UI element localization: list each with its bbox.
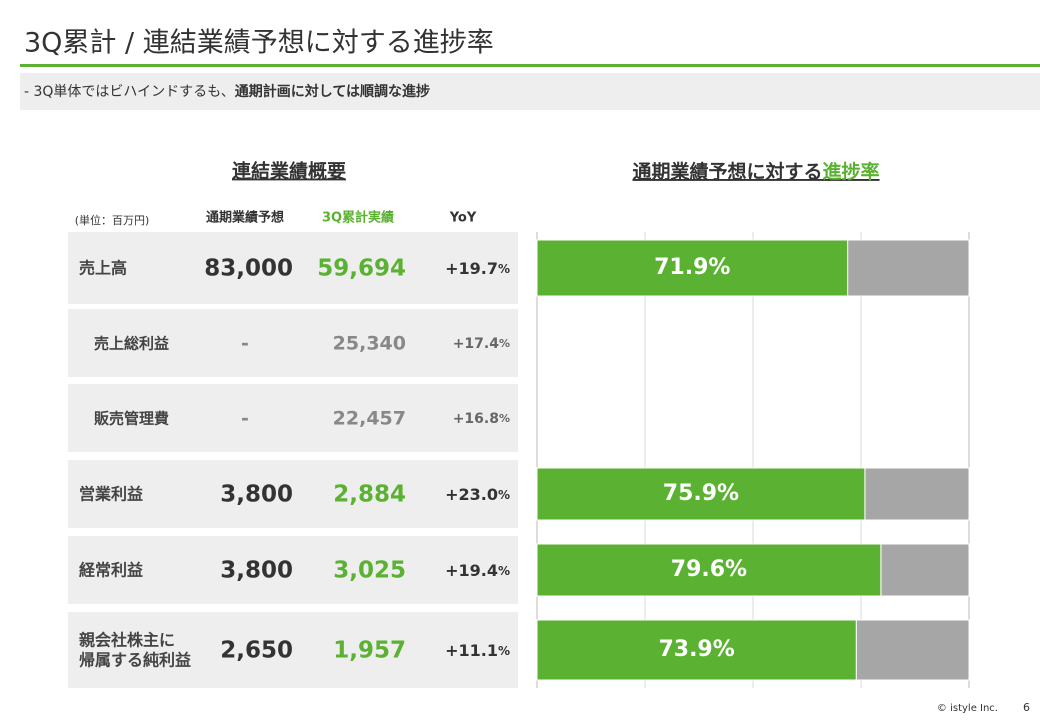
row-label: 販売管理費 — [94, 410, 169, 428]
column-header: 通期業績予想 — [206, 210, 284, 226]
subtitle: - 3Q単体ではビハインドするも、通期計画に対しては順調な進捗 — [24, 83, 430, 100]
forecast-value: 3,800 — [220, 558, 293, 584]
value-label: 75.9% — [663, 481, 739, 506]
row-background — [68, 309, 518, 377]
actual-value: 1,957 — [333, 638, 406, 664]
row-label: 営業利益 — [79, 485, 143, 504]
chart-title-prefix: 通期業績予想に対する — [632, 160, 822, 183]
table-title: 連結業績概要 — [232, 160, 346, 183]
row-label: 親会社株主に — [79, 631, 175, 650]
row-label: 売上総利益 — [94, 335, 169, 353]
forecast-value: 83,000 — [204, 256, 293, 282]
forecast-value: 3,800 — [220, 482, 293, 508]
yoy-value: +17.4% — [453, 336, 510, 352]
column-header: 3Q累計実績 — [322, 210, 394, 226]
yoy-value: +16.8% — [453, 411, 510, 427]
value-label: 79.6% — [671, 557, 747, 582]
yoy-value: +19.7% — [445, 259, 510, 278]
actual-value: 2,884 — [333, 482, 406, 508]
row-label: 売上高 — [79, 259, 127, 278]
row-label: 帰属する純利益 — [79, 651, 191, 670]
chart-title-highlight: 進捗率 — [823, 160, 880, 183]
page-number: 6 — [1023, 701, 1030, 714]
column-header: YoY — [449, 211, 477, 226]
subtitle-bold: 通期計画に対しては順調な進捗 — [235, 83, 430, 100]
subtitle-prefix: - 3Q単体ではビハインドするも、 — [24, 84, 235, 100]
bar — [536, 239, 849, 297]
forecast-value: - — [241, 333, 249, 355]
row-background — [68, 232, 518, 304]
yoy-value: +11.1% — [445, 641, 510, 660]
value-label: 73.9% — [658, 637, 734, 662]
value-label: 71.9% — [654, 255, 730, 280]
actual-value: 3,025 — [333, 558, 406, 584]
row-background — [68, 612, 518, 688]
row-background — [68, 384, 518, 452]
actual-value: 22,457 — [333, 408, 406, 430]
title-rule — [20, 64, 1040, 67]
forecast-value: - — [241, 408, 249, 430]
remaining-bar — [847, 239, 970, 297]
copyright: © istyle Inc. — [937, 703, 998, 714]
forecast-value: 2,650 — [220, 638, 293, 664]
bar — [536, 467, 866, 521]
actual-value: 25,340 — [333, 333, 406, 355]
bar — [536, 543, 882, 597]
yoy-value: +23.0% — [445, 485, 510, 504]
remaining-bar — [855, 619, 970, 681]
unit-label: (単位：百万円) — [75, 213, 150, 227]
bar — [536, 619, 857, 681]
subtitle-band — [20, 73, 1040, 110]
yoy-value: +19.4% — [445, 561, 510, 580]
remaining-bar — [880, 543, 970, 597]
slide-title: 3Q累計 / 連結業績予想に対する進捗率 — [24, 28, 494, 59]
row-background — [68, 536, 518, 604]
remaining-bar — [864, 467, 970, 521]
row-label: 経常利益 — [79, 561, 143, 580]
actual-value: 59,694 — [317, 256, 406, 282]
row-background — [68, 460, 518, 528]
chart-title: 通期業績予想に対する進捗率 — [632, 160, 879, 183]
